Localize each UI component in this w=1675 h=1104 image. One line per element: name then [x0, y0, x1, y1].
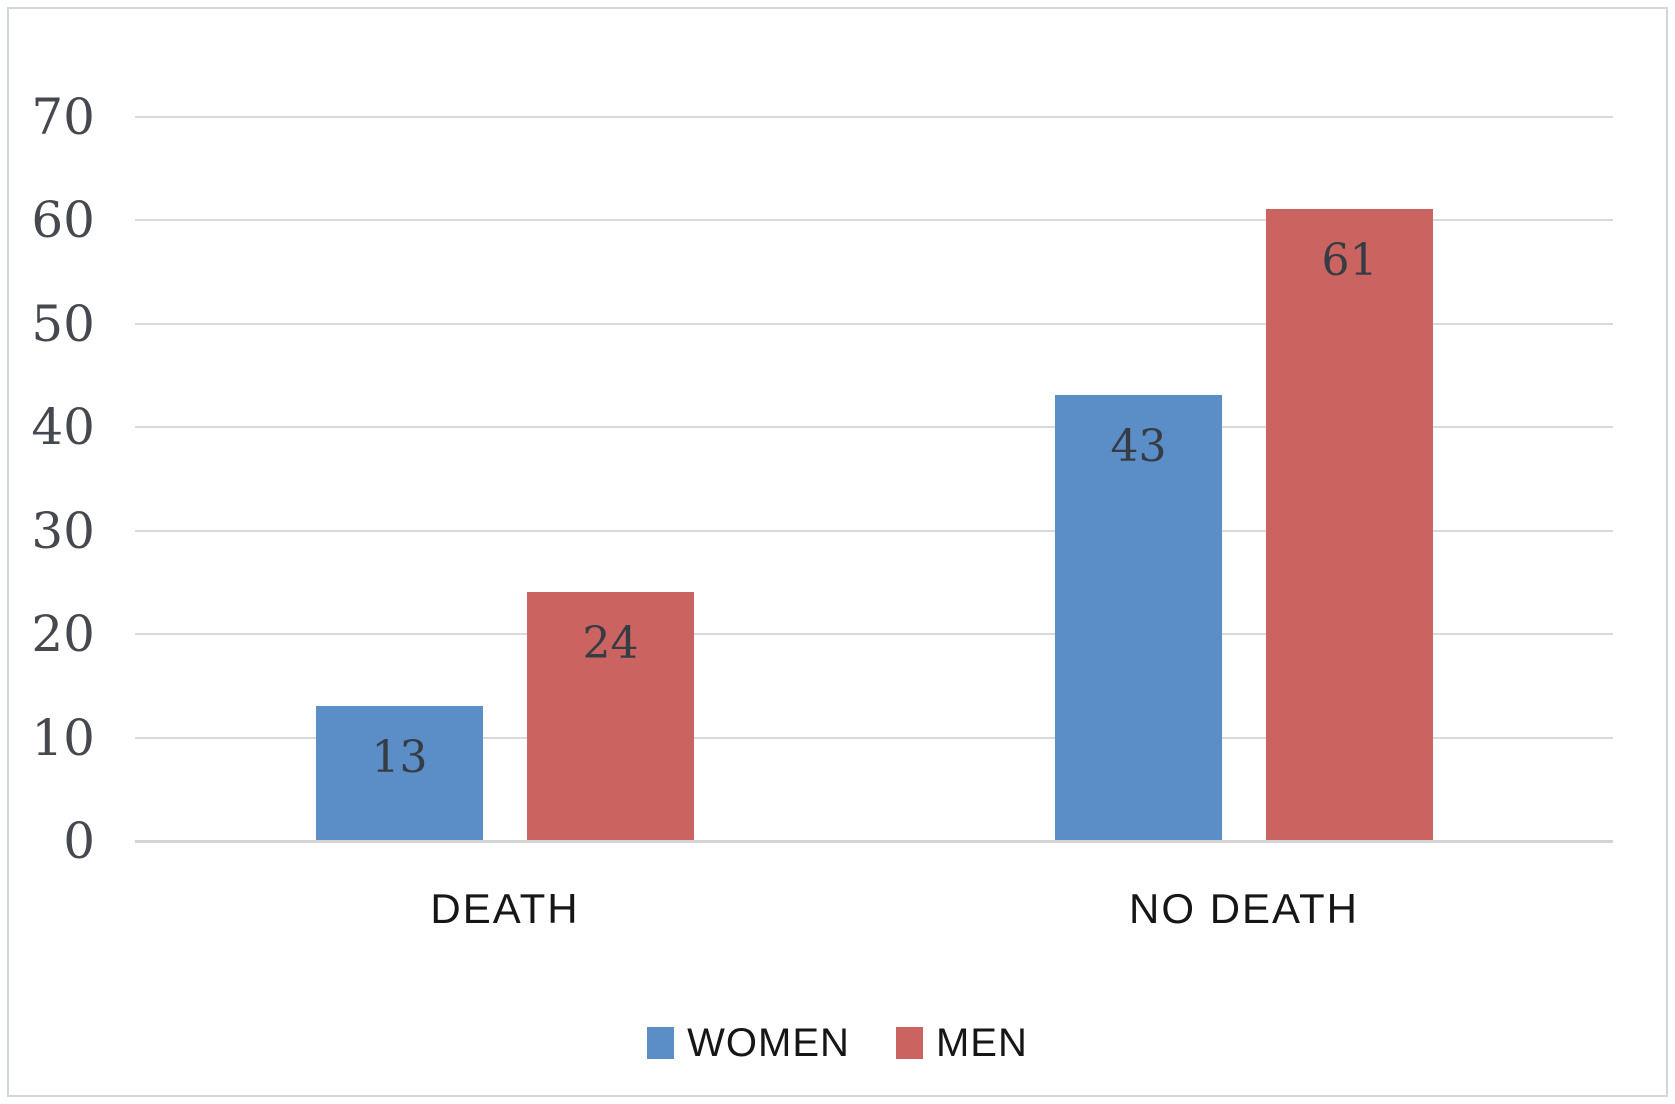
y-tick-label: 0 [63, 812, 95, 870]
bar-value-label: 24 [582, 618, 639, 669]
gridline [135, 219, 1613, 221]
bar-women-no-death: 43 [1055, 395, 1222, 840]
gridline [135, 323, 1613, 325]
y-tick-label: 10 [31, 709, 95, 767]
legend-label: MEN [935, 1021, 1028, 1065]
gridline [135, 426, 1613, 428]
bar-value-label: 13 [371, 732, 428, 783]
y-tick-label: 30 [31, 502, 95, 560]
legend-swatch-icon [895, 1027, 923, 1059]
bar-value-label: 61 [1321, 235, 1378, 286]
category-label-death: DEATH [430, 885, 580, 932]
legend-swatch-icon [647, 1027, 675, 1059]
y-tick-label: 70 [31, 88, 95, 146]
legend-label: WOMEN [687, 1021, 850, 1065]
legend: WOMEN MEN [0, 1012, 1675, 1074]
legend-item-women: WOMEN [647, 1023, 850, 1063]
bar-men-death: 24 [527, 592, 694, 840]
y-tick-label: 40 [31, 398, 95, 456]
legend-item-men: MEN [895, 1021, 1028, 1065]
y-tick-label: 20 [31, 605, 95, 663]
category-label-no-death: NO DEATH [1129, 885, 1359, 932]
gridline [135, 116, 1613, 118]
gridline [135, 633, 1613, 635]
y-tick-label: 60 [31, 191, 95, 249]
bar-women-death: 13 [316, 706, 483, 840]
gridline [135, 530, 1613, 532]
bar-value-label: 43 [1110, 421, 1167, 472]
bar-men-no-death: 61 [1266, 209, 1433, 840]
y-tick-label: 50 [31, 295, 95, 353]
x-axis-baseline [135, 840, 1613, 843]
gridline [135, 737, 1613, 739]
